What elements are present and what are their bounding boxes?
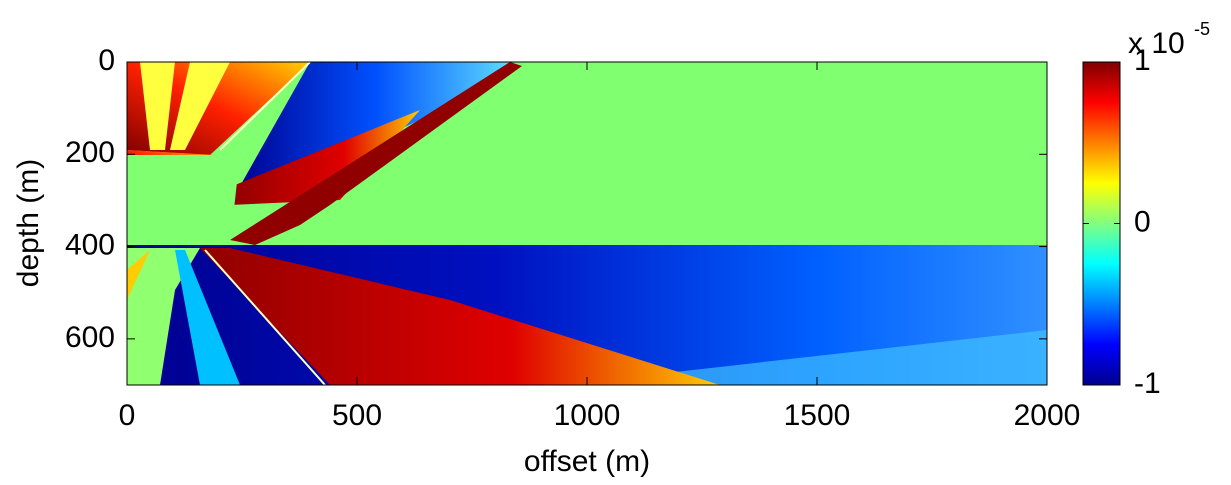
y-tick-label: 0 [98, 44, 115, 77]
y-axis-label: depth (m) [12, 159, 45, 287]
field-region [230, 110, 420, 205]
x-tick-label: 500 [332, 399, 382, 432]
colorbar-tick-label: -1 [1134, 367, 1161, 400]
colorbar-tick-label: 1 [1134, 44, 1151, 77]
field-region [127, 250, 150, 300]
x-axis-label: offset (m) [524, 445, 650, 478]
colorbar-exponent: -5 [1194, 19, 1210, 39]
x-tick-label: 1000 [554, 399, 621, 432]
field-edge [204, 249, 326, 385]
x-tick-label: 2000 [1014, 399, 1081, 432]
field-region [127, 155, 240, 245]
field-region [230, 62, 522, 245]
field-region [175, 250, 240, 385]
x-tick-label: 0 [119, 399, 136, 432]
colorbar [1082, 61, 1121, 386]
field-edge [219, 62, 311, 151]
y-tick-label: 200 [65, 136, 115, 169]
field-region [127, 62, 310, 155]
field-region [170, 62, 230, 150]
x-tick-label: 1500 [784, 399, 851, 432]
colorbar-multiplier: x 10 [1128, 27, 1185, 60]
field-region [560, 330, 1047, 385]
y-tick-label: 400 [65, 228, 115, 261]
field-image [127, 62, 1047, 385]
field-region [200, 248, 720, 385]
field-region [127, 248, 200, 385]
colorbar-tick-label: 0 [1134, 205, 1151, 238]
y-tick-label: 600 [65, 321, 115, 354]
field-region [140, 62, 175, 150]
